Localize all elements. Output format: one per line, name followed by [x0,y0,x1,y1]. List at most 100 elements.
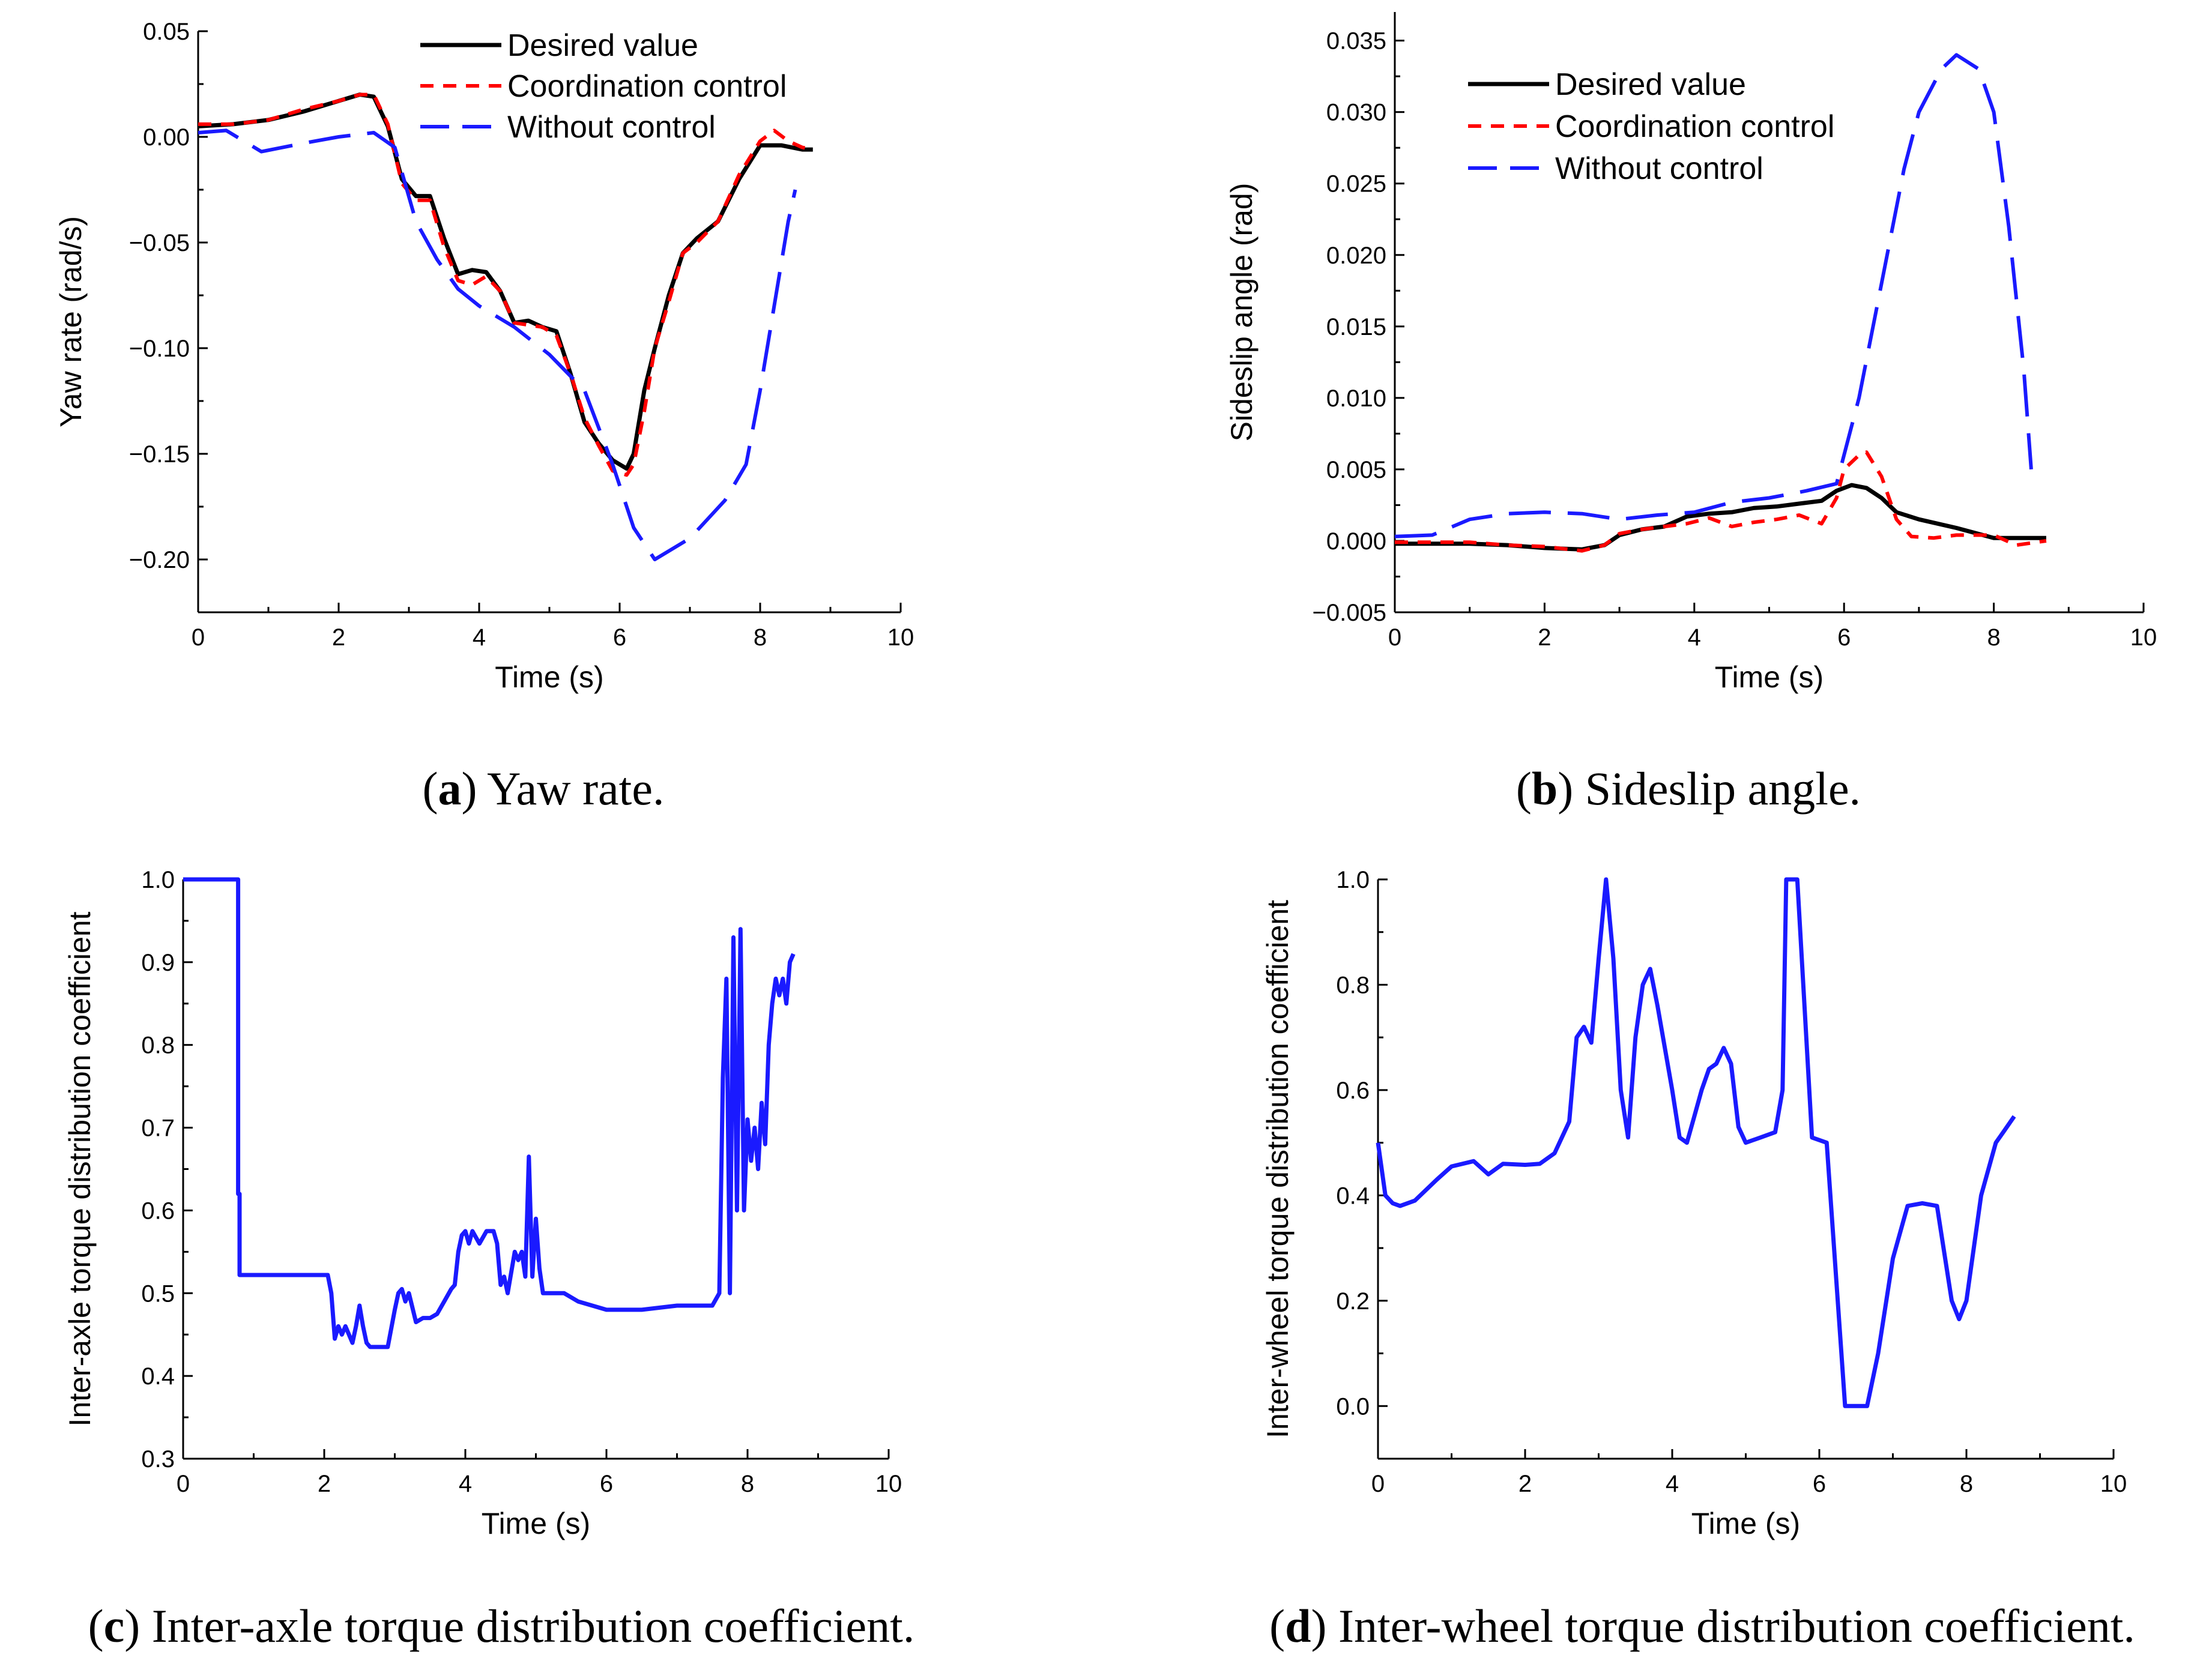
y-tick-label: −0.005 [1313,600,1386,626]
y-tick-label: 0.3 [141,1446,175,1473]
y-tick-label: 0.0 [1336,1393,1370,1420]
caption: (c) Inter-axle torque distribution coeff… [88,1600,915,1652]
series-line-coordination-control [1395,450,2047,553]
y-tick-label: 0.5 [141,1280,175,1307]
y-tick-label: 0.8 [1336,972,1370,998]
x-tick-label: 10 [2130,624,2157,651]
y-axis-title: Yaw rate (rad/s) [54,216,88,427]
x-tick-label: 10 [887,624,914,651]
caption-paren-open: ( [1516,762,1532,815]
legend-label: Coordination control [1555,109,1834,144]
caption: (d) Inter-wheel torque distribution coef… [1269,1600,2135,1652]
y-axis-title: Sideslip angle (rad) [1225,183,1259,442]
x-tick-label: 0 [177,1471,190,1497]
y-tick-label: 0.00 [143,124,190,151]
caption-paren-close: ) [1558,762,1573,815]
y-tick-label: 0.010 [1326,385,1386,412]
chart-b: 0 2 4 6 8 10 0.035 0.030 0.025 0.020 0.015 0.010 0.0… [1225,12,2157,815]
y-tick-label: 0.4 [141,1363,175,1390]
caption-text: Sideslip angle. [1573,762,1861,815]
caption-text: Inter-axle torque distribution coefficie… [140,1600,914,1652]
x-tick-label: 4 [1688,624,1701,651]
caption-letter: a [438,762,462,815]
y-tick-label: 0.6 [1336,1078,1370,1104]
x-tick-label: 4 [1666,1471,1679,1497]
x-axis-title: Time (s) [495,660,603,694]
y-tick-label: 0.7 [141,1115,175,1142]
y-tick-label: 0.000 [1326,528,1386,555]
y-tick-label: 1.0 [141,867,175,893]
y-tick-label: 0.035 [1326,28,1386,55]
caption: (a) Yaw rate. [423,762,665,815]
x-tick-label: 6 [600,1471,613,1497]
legend-label: Without control [1555,151,1763,186]
caption-letter: b [1532,762,1558,815]
x-tick-label: 0 [192,624,205,651]
x-tick-label: 4 [459,1471,472,1497]
chart-d: 0 2 4 6 8 10 1.0 0.8 0.6 0.4 0.2 0.0 Time (s) Inter-w… [1261,867,2135,1652]
x-tick-label: 2 [318,1471,331,1497]
caption-paren-close: ) [462,762,477,815]
caption-letter: c [104,1600,125,1652]
caption-text: Inter-wheel torque distribution coeffici… [1326,1600,2135,1652]
x-tick-label: 2 [1538,624,1551,651]
x-tick-label: 4 [473,624,486,651]
y-tick-label: 0.6 [141,1198,175,1224]
caption-paren-open: ( [1269,1600,1285,1652]
x-tick-label: 6 [1837,624,1851,651]
x-tick-label: 2 [1518,1471,1532,1497]
y-tick-label: 0.015 [1326,314,1386,340]
series-line-without-control [198,128,797,561]
x-tick-label: 10 [2100,1471,2127,1497]
legend-label: Without control [507,110,716,145]
series-line-desired-value [198,92,813,471]
x-tick-label: 8 [1987,624,2000,651]
x-tick-label: 8 [1960,1471,1973,1497]
series-line-coordination-control [198,92,814,477]
y-tick-label: 0.030 [1326,100,1386,126]
y-tick-label: 0.8 [141,1032,175,1059]
y-axis-title: Inter-axle torque distribution coefficie… [63,911,97,1426]
x-tick-label: 10 [875,1471,902,1497]
x-tick-label: 8 [741,1471,754,1497]
series-line-without-control [1394,53,2033,538]
x-tick-label: 6 [613,624,626,651]
x-tick-label: 2 [332,624,345,651]
caption-letter: d [1285,1600,1311,1652]
y-tick-label: 0.9 [141,950,175,976]
series-line-desired-value [1395,483,2046,552]
y-tick-label: −0.10 [129,336,190,362]
x-tick-label: 0 [1388,624,1401,651]
y-tick-label: 1.0 [1336,867,1370,893]
legend-label: Desired value [507,28,698,63]
caption-paren-close: ) [124,1600,140,1652]
y-tick-label: 0.025 [1326,171,1386,197]
y-tick-label: 0.4 [1336,1183,1370,1209]
x-tick-label: 6 [1813,1471,1826,1497]
y-tick-label: 0.2 [1336,1288,1370,1315]
y-tick-label: 0.020 [1326,243,1386,269]
caption-paren-close: ) [1311,1600,1327,1652]
x-axis-title: Time (s) [1691,1507,1800,1540]
caption: (b) Sideslip angle. [1516,762,1861,815]
caption-paren-open: ( [88,1600,104,1652]
legend-label: Desired value [1555,67,1746,102]
x-axis-title: Time (s) [1715,660,1824,694]
y-tick-label: −0.20 [129,547,190,573]
legend-label: Coordination control [507,69,787,104]
caption-text: Yaw rate. [477,762,665,815]
x-tick-label: 0 [1371,1471,1385,1497]
chart-a: 0 2 4 6 8 10 0.05 0.00 −0.05 −0.10 −0.15 −0.20 Time … [54,19,914,815]
caption-paren-open: ( [423,762,438,815]
series-line-inter-wheel-torque-distribution-coefficient [1376,877,2016,1408]
y-tick-label: −0.15 [129,441,190,468]
x-tick-label: 8 [754,624,767,651]
y-tick-label: 0.05 [143,19,190,45]
y-tick-label: −0.05 [129,230,190,256]
y-axis-title: Inter-wheel torque distribution coeffici… [1261,900,1295,1438]
series-line-inter-axle-torque-distribution-coefficient [183,877,796,1349]
chart-c: 0 2 4 6 8 10 1.0 0.9 0.8 0.7 0.6 0.5 0.4 0.3 Time (s) I… [63,867,914,1652]
x-axis-title: Time (s) [482,1507,590,1540]
y-tick-label: 0.005 [1326,457,1386,483]
